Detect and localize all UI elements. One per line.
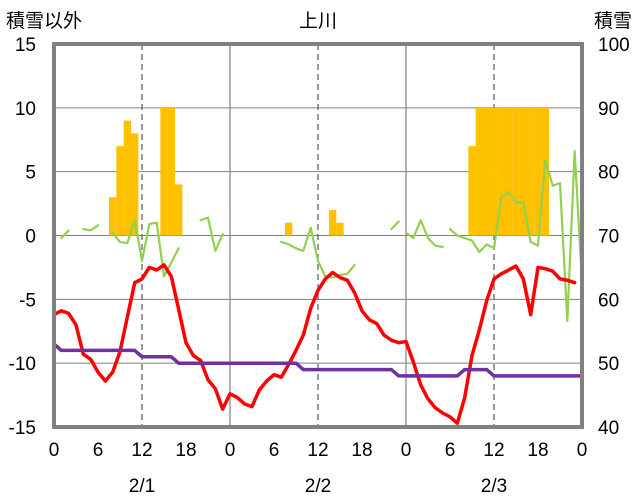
x-tick-label: 18: [527, 440, 548, 461]
snowfall-bar: [175, 184, 183, 236]
right-tick-label: 70: [598, 227, 619, 248]
series-line-風速: [60, 150, 584, 323]
snowfall-bar: [285, 222, 293, 236]
snowfall-bar: [497, 107, 505, 236]
snowfall-bar: [527, 107, 535, 236]
series-line-気温: [52, 263, 577, 425]
snowfall-bar: [505, 107, 513, 236]
date-label: 2/2: [305, 476, 331, 497]
x-axis: 0 6 12 18 0 6 12 18 0 6 12 18 0: [49, 440, 588, 461]
bar-series: [109, 107, 549, 236]
x-tick-label: 0: [577, 440, 588, 461]
x-tick-label: 0: [225, 440, 236, 461]
date-label: 2/3: [481, 476, 507, 497]
right-tick-label: 60: [598, 290, 619, 311]
left-axis-label: 積雪以外: [6, 10, 82, 32]
plot-frame: [52, 42, 584, 429]
snowfall-bar: [468, 146, 476, 236]
left-tick-label: 5: [25, 163, 36, 184]
chart-title: 上川: [299, 10, 337, 32]
left-tick-label: -5: [19, 290, 36, 311]
snowfall-bar: [329, 209, 337, 236]
date-axis: 2/1 2/2 2/3: [129, 476, 507, 497]
snowfall-bar: [519, 107, 527, 236]
x-tick-label: 12: [131, 440, 152, 461]
x-tick-label: 0: [401, 440, 412, 461]
x-tick-label: 18: [175, 440, 196, 461]
snowfall-bar: [123, 120, 131, 236]
line-series: [52, 150, 584, 425]
x-tick-label: 12: [307, 440, 328, 461]
snowfall-bar: [109, 197, 117, 236]
left-tick-label: -10: [9, 354, 36, 375]
snowfall-bar: [512, 107, 520, 236]
x-tick-label: 6: [445, 440, 456, 461]
left-tick-label: 0: [25, 227, 36, 248]
snowfall-bar: [483, 107, 491, 236]
x-tick-label: 12: [483, 440, 504, 461]
snowfall-bar: [490, 107, 498, 236]
snowfall-bar: [167, 107, 175, 236]
x-tick-label: 0: [49, 440, 60, 461]
left-axis: 15 10 5 0 -5 -10 -15: [9, 35, 36, 439]
date-label: 2/1: [129, 476, 155, 497]
left-tick-label: -15: [9, 418, 36, 439]
right-tick-label: 80: [598, 163, 619, 184]
right-tick-label: 50: [598, 354, 619, 375]
left-tick-label: 10: [15, 99, 36, 120]
right-axis: 100 90 80 70 60 50 40: [598, 35, 630, 439]
right-tick-label: 40: [598, 418, 619, 439]
snowfall-bar: [534, 107, 542, 236]
plot-border: [52, 42, 584, 429]
left-tick-label: 15: [15, 35, 36, 56]
snowfall-bar: [336, 222, 344, 236]
series-line-積雪深: [52, 342, 584, 378]
right-axis-label: 積雪: [594, 10, 632, 32]
snowfall-bar: [131, 133, 139, 236]
snowfall-bar: [475, 107, 483, 236]
right-tick-label: 100: [598, 35, 630, 56]
x-tick-label: 18: [351, 440, 372, 461]
x-tick-label: 6: [269, 440, 280, 461]
x-tick-label: 6: [93, 440, 104, 461]
snowfall-bar: [116, 146, 124, 236]
snowfall-bar: [160, 107, 168, 236]
right-tick-label: 90: [598, 99, 619, 120]
